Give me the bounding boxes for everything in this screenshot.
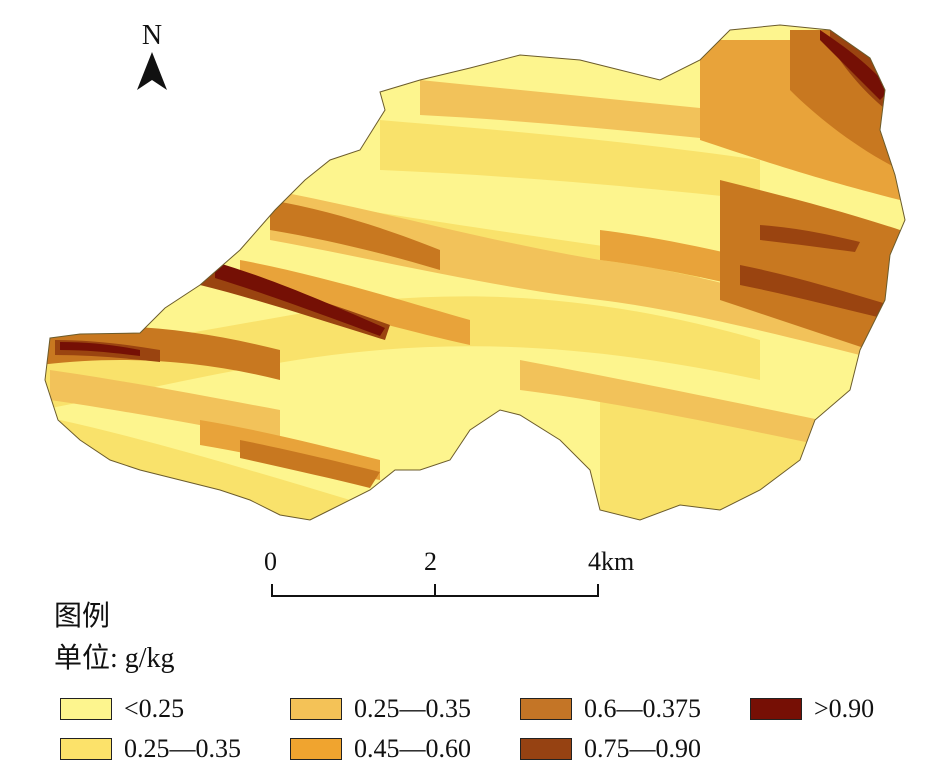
legend-label: >0.90 (814, 694, 875, 723)
legend-label: 0.25—0.35 (354, 694, 471, 723)
legend-swatch (750, 698, 802, 720)
scale-label-mid: 2 (424, 547, 437, 576)
legend-item: 0.25—0.35 (60, 732, 241, 766)
legend-item: 0.6—0.375 (520, 692, 701, 726)
legend-items: <0.25 0.25—0.35 0.25—0.35 0.45—0.60 0.6—… (54, 692, 934, 772)
soil-map (44, 24, 906, 521)
scale-bar: 0 2 4km (258, 548, 648, 608)
legend-swatch (520, 698, 572, 720)
legend-item: >0.90 (750, 692, 874, 726)
legend-swatch (290, 698, 342, 720)
map-boundary (44, 24, 906, 521)
legend-label: 0.75—0.90 (584, 734, 701, 763)
legend-swatch (290, 738, 342, 760)
legend-title: 图例 (54, 601, 111, 632)
legend-label: <0.25 (124, 694, 185, 723)
legend-item: 0.25—0.35 (290, 692, 471, 726)
legend-item: <0.25 (60, 692, 184, 726)
north-label: N (141, 20, 163, 51)
scale-label-0: 0 (264, 547, 277, 576)
class-band-3 (50, 80, 880, 445)
legend-item: 0.75—0.90 (520, 732, 701, 766)
legend-item: 0.45—0.60 (290, 732, 471, 766)
scale-line (271, 584, 599, 597)
north-arrow: N (132, 22, 172, 102)
legend-swatch (60, 698, 112, 720)
legend-label: 0.6—0.375 (584, 694, 701, 723)
legend-swatch (60, 738, 112, 760)
class-band-7 (60, 30, 890, 356)
legend-label: 0.25—0.35 (124, 734, 241, 763)
legend-swatch (520, 738, 572, 760)
legend: 图例 单位: g/kg <0.25 0.25—0.35 0.25—0.35 0.… (54, 600, 934, 763)
north-arrow-icon (137, 52, 167, 90)
map-region (45, 25, 905, 520)
legend-unit: 单位: g/kg (54, 643, 175, 674)
legend-label: 0.45—0.60 (354, 734, 471, 763)
scale-label-end: 4km (588, 547, 635, 576)
